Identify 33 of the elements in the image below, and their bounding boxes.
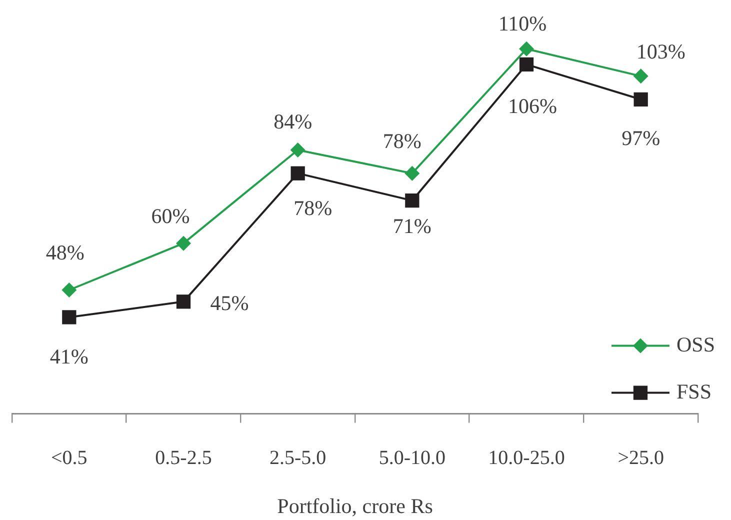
x-tick-label: 2.5-5.0 xyxy=(269,447,326,470)
data-label: 41% xyxy=(50,344,88,369)
point xyxy=(404,166,420,181)
data-label: 60% xyxy=(151,204,190,228)
point xyxy=(290,166,305,180)
data-label: 78% xyxy=(382,128,422,153)
point xyxy=(290,142,306,158)
x-axis-title: Portfolio, crore Rs xyxy=(277,494,433,518)
data-label: 97% xyxy=(622,126,660,150)
data-label: 78% xyxy=(294,196,332,220)
point xyxy=(519,41,534,56)
data-label: 106% xyxy=(508,94,557,118)
point xyxy=(176,236,191,251)
data-label: 48% xyxy=(46,240,84,265)
point xyxy=(62,282,77,298)
data-label: 71% xyxy=(392,214,432,238)
data-label: 84% xyxy=(274,110,312,134)
x-tick-label: 10.0-25.0 xyxy=(488,447,565,470)
point xyxy=(634,92,648,107)
x-tick-label: 5.0-10.0 xyxy=(378,447,446,470)
data-label: 110% xyxy=(498,11,547,36)
x-tick-label: <0.5 xyxy=(51,447,88,470)
point xyxy=(405,193,420,208)
point xyxy=(176,294,191,309)
x-tick-label: >25.0 xyxy=(618,447,664,470)
point xyxy=(62,310,76,324)
point xyxy=(633,68,648,84)
x-tick-label: 0.5-2.5 xyxy=(155,447,212,470)
point xyxy=(519,57,534,72)
legend-label: OSS xyxy=(676,332,716,356)
data-label: 103% xyxy=(636,40,686,64)
data-label: 45% xyxy=(210,291,249,316)
legend-label: FSS xyxy=(676,379,712,404)
